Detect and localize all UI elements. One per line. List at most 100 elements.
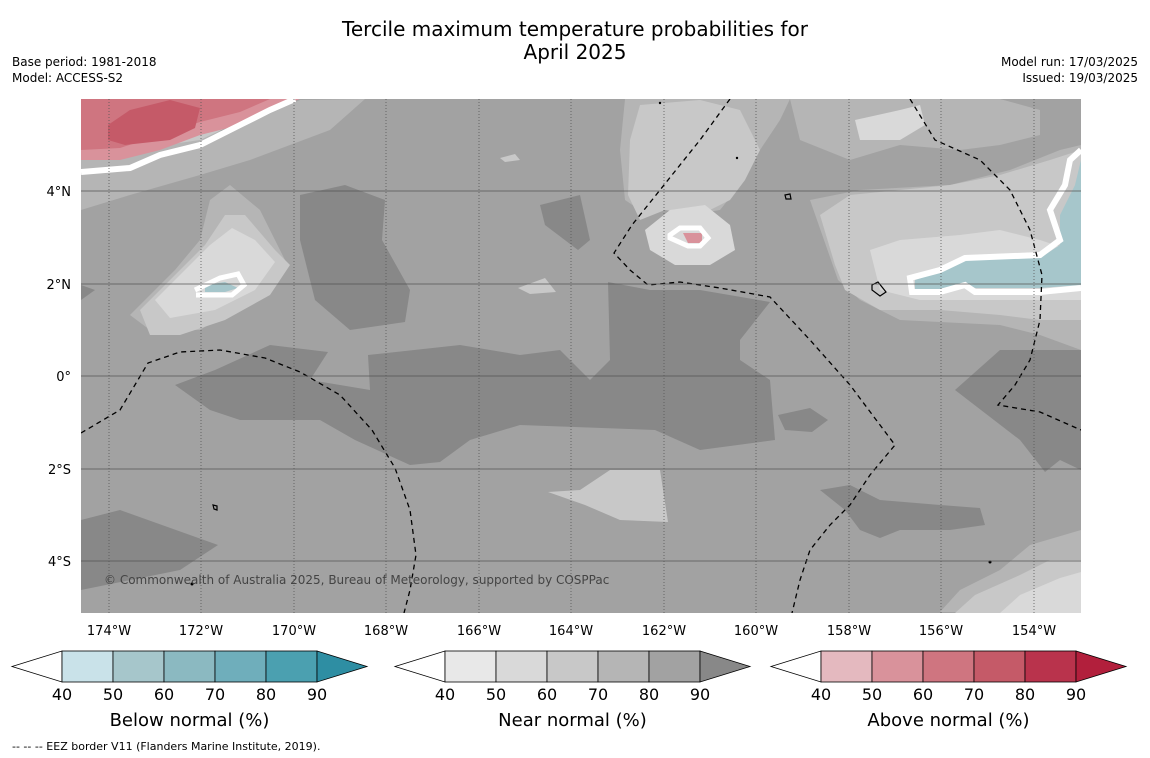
white-boundary-line (193, 271, 248, 298)
colorbar-segment (444, 650, 497, 683)
near-normal-60-region (518, 278, 556, 294)
metadata-right: Model run: 17/03/2025 Issued: 19/03/2025 (1001, 54, 1138, 86)
colorbar-tick-label: 70 (588, 685, 608, 704)
base-period: Base period: 1981-2018 (12, 55, 157, 69)
colorbar-tick-label: 90 (1066, 685, 1086, 704)
y-tick-label: 2°N (47, 278, 72, 293)
x-tick-label: 154°W (1012, 624, 1056, 639)
map-title: Tercile maximum temperature probabilitie… (0, 18, 1150, 64)
colorbar-tick-label: 70 (964, 685, 984, 704)
colorbar-tick-label: 40 (435, 685, 455, 704)
colorbar-segment (1024, 650, 1077, 683)
below-normal-50-region (205, 282, 238, 292)
white-boundary-line (81, 99, 297, 175)
colorbar-below: 40 50 60 70 80 90 Below normal (%) (10, 650, 369, 731)
colorbar-segment (648, 650, 701, 683)
colorbar-tick-label: 60 (154, 685, 174, 704)
probability-map: © Commonwealth of Australia 2025, Bureau… (81, 99, 1081, 613)
colorbar-title: Above normal (%) (867, 710, 1029, 731)
colorbar-segment (214, 650, 267, 683)
colorbar-legends: 40 50 60 70 80 90 Below normal (%) 40 50 60 70 80 90… (10, 650, 1128, 731)
x-axis-labels: 174°W 172°W 170°W 168°W 166°W 164°W 162°… (87, 624, 1056, 639)
colorbar-over-triangle (316, 650, 369, 683)
island-outline (735, 156, 739, 160)
near-normal-90-region (300, 185, 410, 330)
colorbar-tick-label: 90 (690, 685, 710, 704)
colorbar-segment (922, 650, 975, 683)
colorbar-segment (163, 650, 216, 683)
below-normal-50-region (915, 160, 1081, 290)
white-boundary-line (906, 147, 1081, 295)
island-outline (871, 281, 887, 297)
colorbar-segment (973, 650, 1026, 683)
near-normal-50-region (1000, 572, 1081, 613)
near-normal-60-region (628, 100, 760, 220)
x-tick-label: 160°W (734, 624, 778, 639)
y-tick-label: 0° (56, 370, 71, 385)
x-tick-label: 156°W (919, 624, 963, 639)
near-normal-50-region (155, 228, 275, 318)
near-normal-90-region (81, 285, 95, 300)
colorbar-over-triangle (699, 650, 752, 683)
y-tick-label: 2°S (48, 463, 71, 478)
colorbar-under-triangle (10, 650, 63, 683)
colorbar-segment (546, 650, 599, 683)
colorbar-tick-label: 60 (537, 685, 557, 704)
y-tick-label: 4°S (48, 555, 71, 570)
colorbar-tick-label: 40 (811, 685, 831, 704)
colorbar-title: Below normal (%) (110, 710, 270, 731)
island-outline (658, 101, 662, 105)
colorbar-tick-label: 50 (486, 685, 506, 704)
colorbar-under-triangle (393, 650, 446, 683)
y-tick-label: 4°N (47, 185, 72, 200)
y-axis-labels: 4°N 2°N 0° 2°S 4°S (47, 185, 72, 570)
title-line-1: Tercile maximum temperature probabilitie… (342, 17, 808, 41)
eez-border (909, 99, 1081, 431)
island-outline (212, 504, 218, 511)
colorbar-tick-label: 40 (52, 685, 72, 704)
near-normal-60-region (500, 154, 520, 162)
colorbar-title: Near normal (%) (498, 710, 647, 731)
colorbar-segment (871, 650, 924, 683)
x-tick-label: 170°W (272, 624, 316, 639)
colorbar-tick-label: 50 (103, 685, 123, 704)
x-tick-label: 174°W (87, 624, 131, 639)
near-normal-90-region (175, 282, 775, 465)
colorbar-segment (112, 650, 165, 683)
colorbar-tick-label: 60 (913, 685, 933, 704)
colorbar-segment (495, 650, 548, 683)
colorbar-tick-label: 70 (205, 685, 225, 704)
island-outline (784, 193, 792, 200)
near-normal-90-region (820, 485, 985, 538)
colorbar-above: 40 50 60 70 80 90 Above normal (%) (769, 650, 1128, 731)
x-tick-label: 168°W (364, 624, 408, 639)
map-gridlines (81, 190, 1081, 562)
copyright-notice: © Commonwealth of Australia 2025, Bureau… (104, 573, 609, 587)
x-tick-label: 172°W (179, 624, 223, 639)
near-normal-60-region (548, 470, 668, 522)
island-outline (190, 582, 194, 586)
eez-border (81, 349, 417, 613)
eez-border (613, 99, 896, 613)
near-normal-90-region (540, 195, 590, 250)
colorbar-near: 40 50 60 70 80 90 Near normal (%) (393, 650, 752, 731)
colorbar-tick-label: 80 (639, 685, 659, 704)
x-tick-label: 164°W (549, 624, 593, 639)
model-run: Model run: 17/03/2025 (1000, 55, 1138, 69)
colorbar-segment (820, 650, 873, 683)
near-normal-80-base (81, 99, 1081, 613)
colorbar-segment (265, 650, 318, 683)
colorbar-segment (61, 650, 114, 683)
near-normal-90-region (778, 408, 828, 432)
white-boundary-line (667, 225, 712, 249)
eez-footnote: -- -- -- EEZ border V11 (Flanders Marine… (12, 740, 321, 753)
metadata-left: Base period: 1981-2018 Model: ACCESS-S2 (12, 54, 157, 86)
x-tick-label: 166°W (457, 624, 501, 639)
colorbar-segment (597, 650, 650, 683)
model-name: Model: ACCESS-S2 (12, 71, 124, 85)
near-normal-50-region (855, 105, 925, 140)
colorbar-tick-label: 80 (1015, 685, 1035, 704)
title-line-2: April 2025 (523, 40, 627, 64)
colorbar-under-triangle (769, 650, 822, 683)
